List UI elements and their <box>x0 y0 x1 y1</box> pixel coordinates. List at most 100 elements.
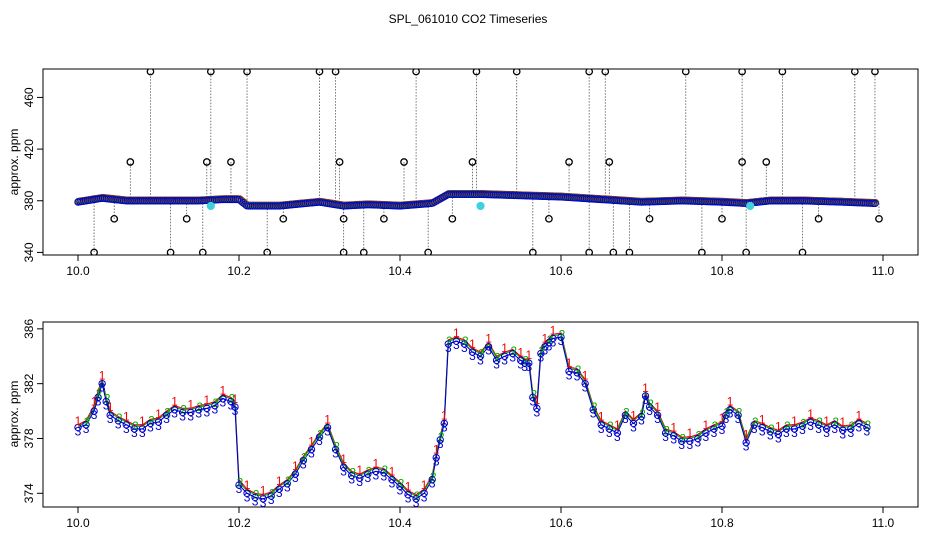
series-3-point <box>484 342 493 351</box>
series-3-point <box>509 349 517 358</box>
series-2-marker: 2 <box>116 411 123 425</box>
outlier-point <box>468 158 477 166</box>
outlier-point <box>645 214 654 223</box>
series-3-marker: 3 <box>300 457 307 471</box>
series-3-point <box>573 369 581 377</box>
series-3-point <box>742 438 750 447</box>
series-3-point <box>291 470 300 478</box>
series-3-marker: 3 <box>501 353 508 367</box>
series-3-marker: 3 <box>95 394 102 408</box>
x-tick-label: 10.0 <box>66 516 90 530</box>
series-3-point <box>331 445 340 454</box>
series-3-point <box>444 340 452 348</box>
series-3-point <box>758 423 766 432</box>
series-3-marker: 3 <box>429 477 436 491</box>
series-3-point <box>122 421 131 429</box>
series-3-marker: 3 <box>340 464 347 478</box>
outlier-point <box>698 248 706 255</box>
outlier-point <box>400 158 408 166</box>
series-3-point <box>178 408 187 417</box>
series-2-marker: 2 <box>530 388 537 402</box>
outlier-point <box>243 69 251 76</box>
series-1-marker: 1 <box>220 384 227 398</box>
series-3-marker: 3 <box>187 409 194 423</box>
outlier-point <box>742 248 750 255</box>
series-2-marker: 2 <box>382 463 389 477</box>
series-3-marker: 3 <box>99 381 106 395</box>
series-3-point <box>162 411 171 419</box>
series-3-point <box>710 425 718 433</box>
series-3-point <box>670 432 678 440</box>
series-3-point <box>432 453 440 462</box>
series-3-marker: 3 <box>123 422 130 436</box>
series-3-point <box>146 419 155 428</box>
series-3-point <box>641 392 650 400</box>
series-3-point <box>82 421 90 429</box>
series-3-marker: 3 <box>815 422 822 436</box>
series-3-marker: 3 <box>453 338 460 352</box>
series-1-marker: 1 <box>356 463 363 477</box>
series-3-point <box>831 421 839 429</box>
flagged-point <box>206 201 215 211</box>
outlier-point <box>738 69 746 76</box>
series-2-marker: 2 <box>663 423 670 437</box>
series-3-marker: 3 <box>642 393 649 407</box>
series-3-point <box>114 416 122 425</box>
series-3-point <box>629 419 638 428</box>
chart-title: SPL_061010 CO2 Timeseries <box>389 12 548 26</box>
series-3-point <box>722 411 730 419</box>
x-tick-label: 11.0 <box>872 516 895 530</box>
series-1-marker: 1 <box>469 337 476 351</box>
outlier-point <box>315 69 324 76</box>
series-1-marker: 1 <box>727 395 734 409</box>
series-3-marker: 3 <box>413 496 420 510</box>
series-3-marker: 3 <box>614 430 621 444</box>
series-2-marker: 2 <box>623 405 630 419</box>
series-3-point <box>718 422 726 430</box>
series-2-marker: 2 <box>832 415 839 429</box>
series-2-marker: 2 <box>679 431 686 445</box>
series-3-point <box>822 425 831 433</box>
y-tick-label: 386 <box>22 319 36 339</box>
outlier-point <box>625 248 634 255</box>
series-3-point <box>452 337 461 345</box>
series-3-marker: 3 <box>525 360 532 374</box>
series-2-marker: 2 <box>816 415 823 429</box>
series-3-point <box>557 333 565 341</box>
series-3-point <box>267 492 275 500</box>
series-3-point <box>195 406 203 414</box>
outlier-point <box>798 248 807 255</box>
series-1-marker: 1 <box>823 414 830 428</box>
outlier-point <box>601 69 610 76</box>
series-2-marker: 2 <box>132 419 139 433</box>
series-2-marker: 2 <box>269 486 276 500</box>
outlier-point <box>335 158 344 166</box>
series-3-marker: 3 <box>574 370 581 384</box>
series-3-marker: 3 <box>751 422 758 436</box>
series-3-point <box>847 425 855 433</box>
series-1-marker: 1 <box>743 427 750 441</box>
series-3-marker: 3 <box>638 414 645 428</box>
series-3-marker: 3 <box>831 422 838 436</box>
outlier-point <box>762 158 771 166</box>
series-3-marker: 3 <box>268 493 275 507</box>
bottom-panel-filtered-timeseries: approx. ppm 10.0 10.2 10.4 10.6 10.8 11.0 374 3… <box>7 319 919 530</box>
series-1-marker: 1 <box>107 400 114 414</box>
series-3-point <box>98 379 106 388</box>
series-2-marker: 2 <box>494 351 501 365</box>
series-3-marker: 3 <box>538 351 545 365</box>
series-3-marker: 3 <box>864 425 871 439</box>
series-3-marker: 3 <box>839 427 846 441</box>
series-3-point <box>605 425 613 433</box>
series-1-marker: 1 <box>791 414 798 428</box>
series-3-marker: 3 <box>695 435 702 449</box>
series-3-point <box>839 426 847 434</box>
series-3-marker: 3 <box>711 426 718 440</box>
series-1-marker: 1 <box>139 414 146 428</box>
y-tick-label: 460 <box>22 87 36 107</box>
series-3-marker: 3 <box>103 398 110 412</box>
series-3-point <box>235 481 243 489</box>
series-1-marker: 1 <box>123 410 130 424</box>
series-1-marker: 1 <box>405 480 412 494</box>
